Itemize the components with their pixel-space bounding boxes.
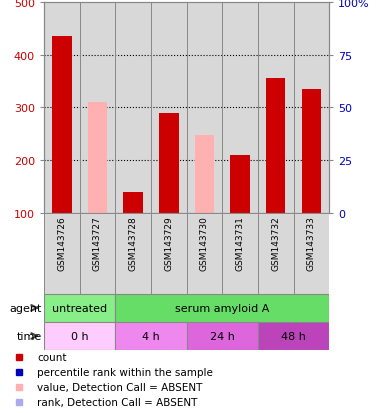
Text: GSM143726: GSM143726 [57,216,66,271]
Bar [115,3,151,214]
Bar [230,156,250,214]
Bar [44,214,80,294]
Text: 48 h: 48 h [281,331,306,341]
Bar [258,322,329,350]
Bar [159,114,179,214]
Bar [187,3,222,214]
Bar [293,214,329,294]
Bar [301,90,321,214]
Text: serum amyloid A: serum amyloid A [175,303,270,313]
Bar [80,214,115,294]
Text: GSM143728: GSM143728 [129,216,137,271]
Text: 4 h: 4 h [142,331,160,341]
Text: GSM143729: GSM143729 [164,216,173,271]
Bar [44,294,115,322]
Bar [44,322,115,350]
Text: count: count [37,353,67,363]
Text: untreated: untreated [52,303,107,313]
Bar [258,3,293,214]
Text: GSM143733: GSM143733 [307,216,316,271]
Text: agent: agent [10,303,42,313]
Text: time: time [17,331,42,341]
Bar [87,103,107,214]
Bar [222,3,258,214]
Bar [80,3,115,214]
Bar [123,192,143,214]
Text: GSM143730: GSM143730 [200,216,209,271]
Bar [115,294,329,322]
Bar [151,3,187,214]
Text: GSM143731: GSM143731 [236,216,244,271]
Bar [115,214,151,294]
Bar [151,214,187,294]
Bar [187,322,258,350]
Text: value, Detection Call = ABSENT: value, Detection Call = ABSENT [37,382,203,392]
Bar [52,37,72,214]
Bar [293,3,329,214]
Text: GSM143727: GSM143727 [93,216,102,271]
Text: percentile rank within the sample: percentile rank within the sample [37,367,213,377]
Text: rank, Detection Call = ABSENT: rank, Detection Call = ABSENT [37,396,198,406]
Bar [44,3,80,214]
Bar [222,214,258,294]
Text: 0 h: 0 h [71,331,89,341]
Bar [194,135,214,214]
Text: GSM143732: GSM143732 [271,216,280,271]
Bar [115,322,187,350]
Text: 24 h: 24 h [210,331,234,341]
Bar [266,79,286,214]
Bar [258,214,293,294]
Bar [187,214,222,294]
